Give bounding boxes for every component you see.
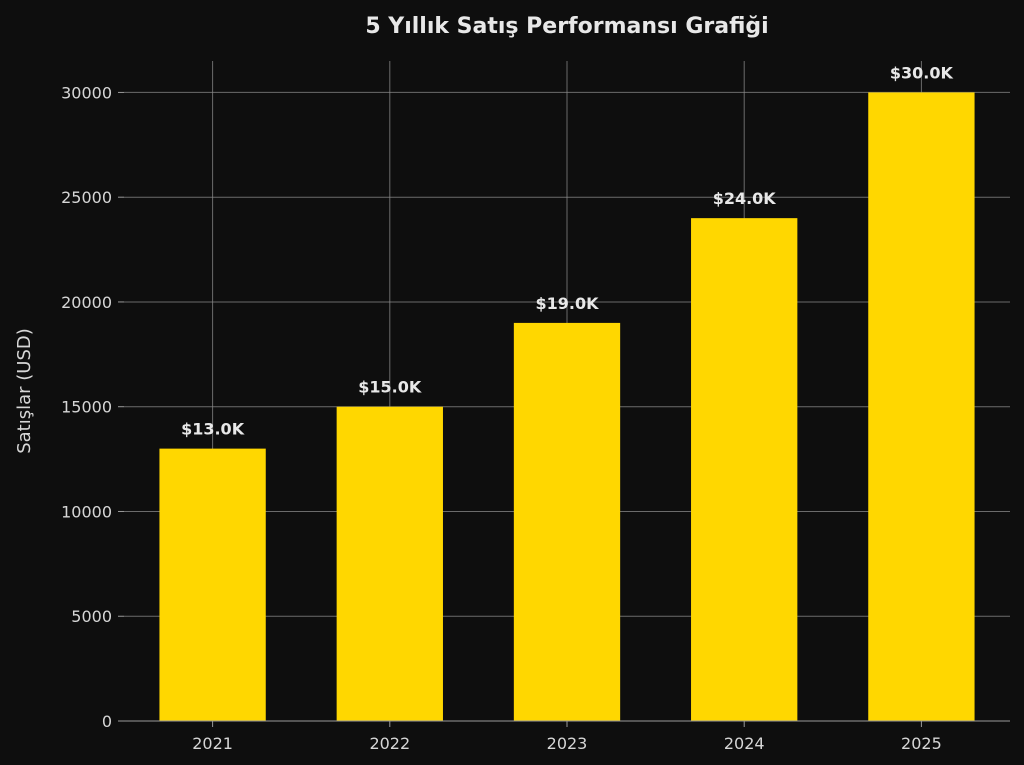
y-tick-label: 30000 bbox=[61, 83, 112, 102]
y-tick-label: 0 bbox=[102, 712, 112, 731]
y-tick-label: 5000 bbox=[71, 607, 112, 626]
x-tick-label: 2022 bbox=[369, 734, 410, 753]
labels-layer: 0 5000 10000 15000 20000 25000 30000 $13.0K $15.… bbox=[61, 63, 953, 753]
x-tick-label: 2023 bbox=[547, 734, 588, 753]
data-label: $13.0K bbox=[181, 420, 245, 439]
data-label: $30.0K bbox=[890, 63, 954, 82]
x-tick-label: 2025 bbox=[901, 734, 942, 753]
y-tick-label: 15000 bbox=[61, 398, 112, 417]
chart-title: 5 Yıllık Satış Performansı Grafiği bbox=[365, 14, 768, 39]
bar-2025 bbox=[868, 92, 975, 721]
y-tick-label: 10000 bbox=[61, 502, 112, 521]
y-tick-label: 25000 bbox=[61, 188, 112, 207]
y-axis-label: Satışlar (USD) bbox=[14, 328, 35, 454]
axes-layer bbox=[118, 91, 1010, 727]
x-tick-label: 2024 bbox=[724, 734, 765, 753]
bar-2024 bbox=[691, 218, 798, 721]
data-label: $19.0K bbox=[535, 294, 599, 313]
y-tick-label: 20000 bbox=[61, 293, 112, 312]
bars-layer bbox=[159, 92, 975, 721]
bar-2021 bbox=[159, 448, 266, 721]
data-label: $15.0K bbox=[358, 378, 422, 397]
data-label: $24.0K bbox=[713, 189, 777, 208]
bar-2022 bbox=[336, 406, 443, 721]
x-tick-label: 2021 bbox=[192, 734, 233, 753]
bar-2023 bbox=[513, 322, 621, 721]
